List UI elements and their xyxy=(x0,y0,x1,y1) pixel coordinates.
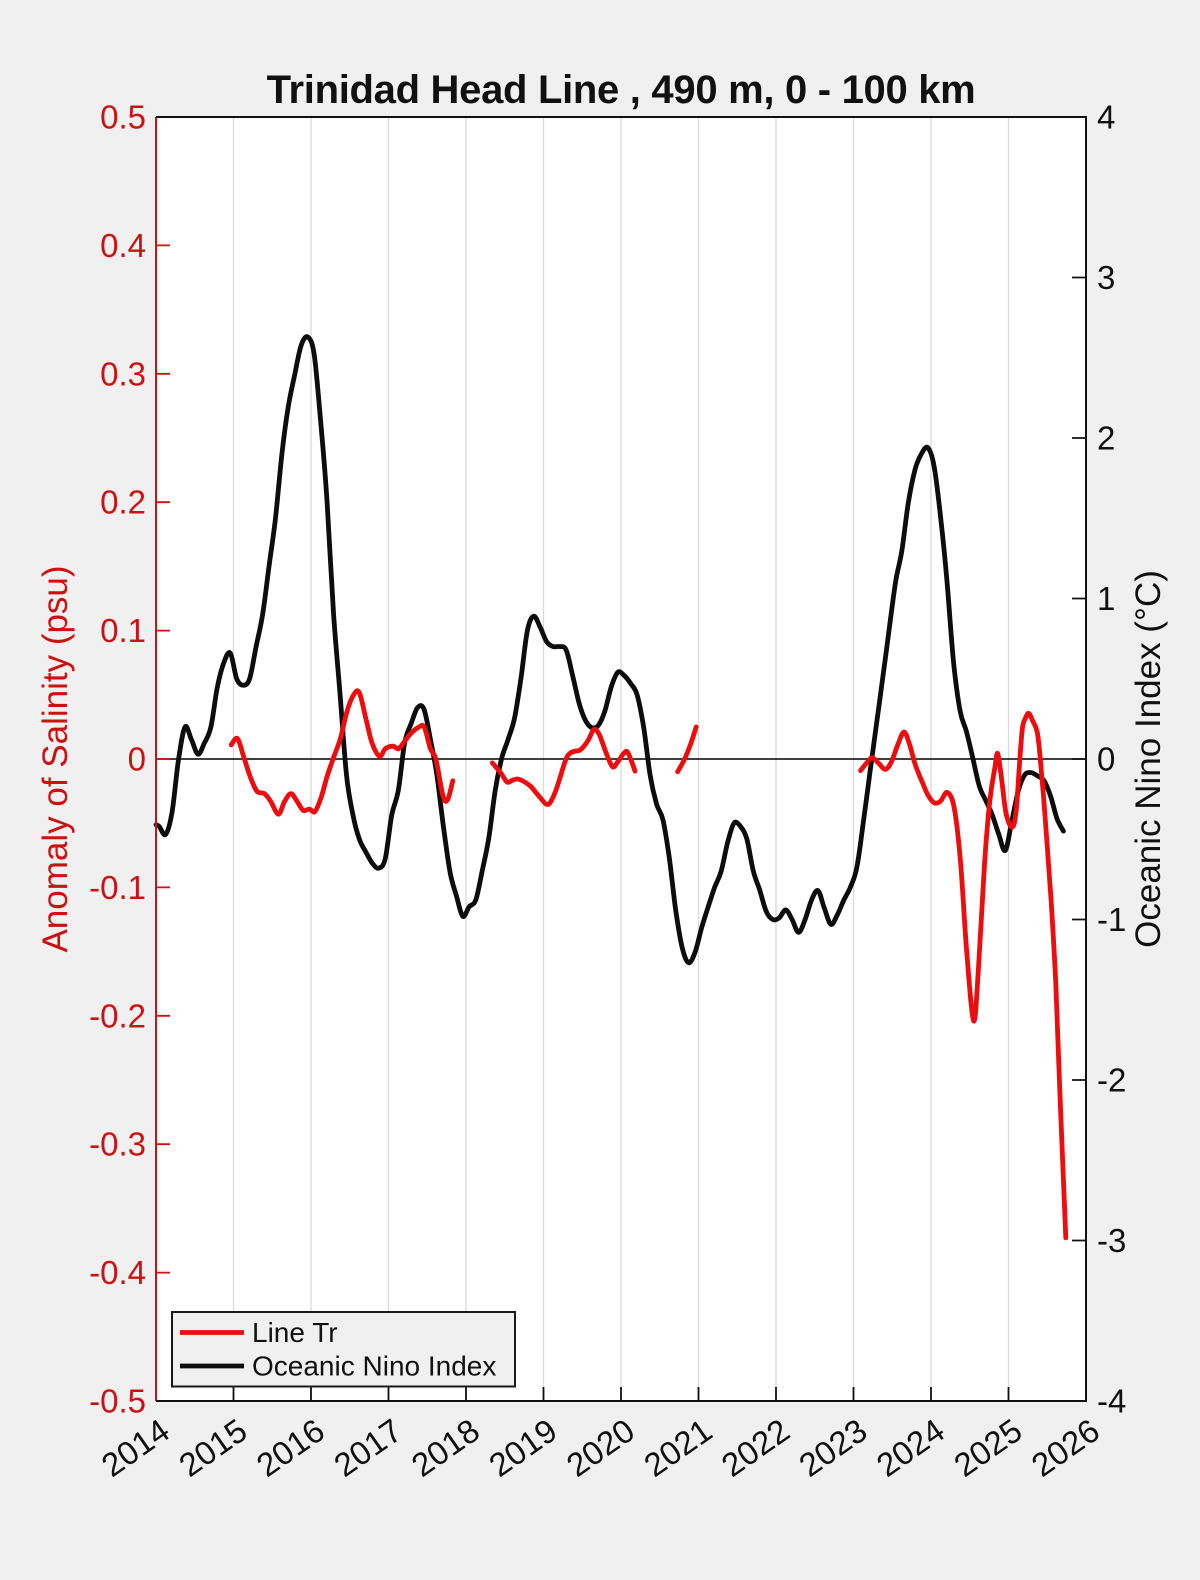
svg-text:Anomaly of Salinity (psu): Anomaly of Salinity (psu) xyxy=(36,565,75,952)
svg-text:1: 1 xyxy=(1097,580,1115,617)
svg-text:-2: -2 xyxy=(1097,1062,1126,1099)
svg-text:0: 0 xyxy=(128,741,146,778)
svg-text:-1: -1 xyxy=(1097,901,1126,938)
svg-text:Oceanic Nino Index: Oceanic Nino Index xyxy=(252,1351,496,1382)
svg-text:-0.1: -0.1 xyxy=(89,869,146,906)
svg-text:2: 2 xyxy=(1097,420,1115,457)
svg-text:-0.4: -0.4 xyxy=(89,1254,146,1291)
svg-text:Trinidad Head Line , 490 m, 0: Trinidad Head Line , 490 m, 0 - 100 km xyxy=(267,68,976,112)
svg-text:-3: -3 xyxy=(1097,1222,1126,1259)
svg-text:0.1: 0.1 xyxy=(100,612,146,649)
svg-text:-4: -4 xyxy=(1097,1383,1126,1420)
svg-text:4: 4 xyxy=(1097,99,1115,136)
svg-text:Line Tr: Line Tr xyxy=(252,1317,338,1348)
svg-text:0.5: 0.5 xyxy=(100,99,146,136)
svg-text:0.2: 0.2 xyxy=(100,484,146,521)
svg-text:0.4: 0.4 xyxy=(100,227,146,264)
svg-text:-0.5: -0.5 xyxy=(89,1383,146,1420)
svg-text:Oceanic Nino Index (°C): Oceanic Nino Index (°C) xyxy=(1129,570,1168,948)
svg-text:3: 3 xyxy=(1097,259,1115,296)
svg-text:0.3: 0.3 xyxy=(100,355,146,392)
svg-text:0: 0 xyxy=(1097,741,1115,778)
svg-text:-0.2: -0.2 xyxy=(89,997,146,1034)
svg-text:-0.3: -0.3 xyxy=(89,1126,146,1163)
